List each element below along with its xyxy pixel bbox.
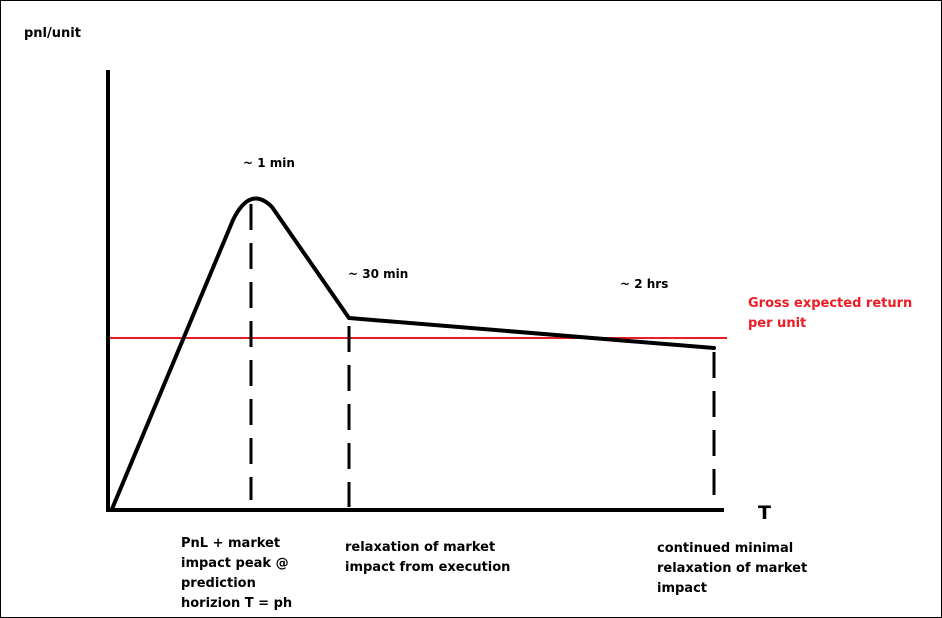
relaxation-phase-label: relaxation of market impact from executi… bbox=[345, 540, 511, 575]
end-time-annotation: ~ 2 hrs bbox=[620, 277, 669, 291]
peak-phase-label: PnL + market impact peak @ prediction ho… bbox=[181, 536, 293, 611]
gross-return-label: Gross expected return per unit bbox=[748, 296, 913, 331]
pnl-curve bbox=[110, 196, 716, 511]
relax-time-annotation: ~ 30 min bbox=[348, 267, 409, 281]
continued-phase-label: continued minimal relaxation of market i… bbox=[657, 541, 808, 596]
x-axis-label: T bbox=[758, 502, 771, 524]
y-axis-label: pnl/unit bbox=[24, 26, 81, 41]
peak-time-annotation: ~ 1 min bbox=[243, 156, 295, 170]
